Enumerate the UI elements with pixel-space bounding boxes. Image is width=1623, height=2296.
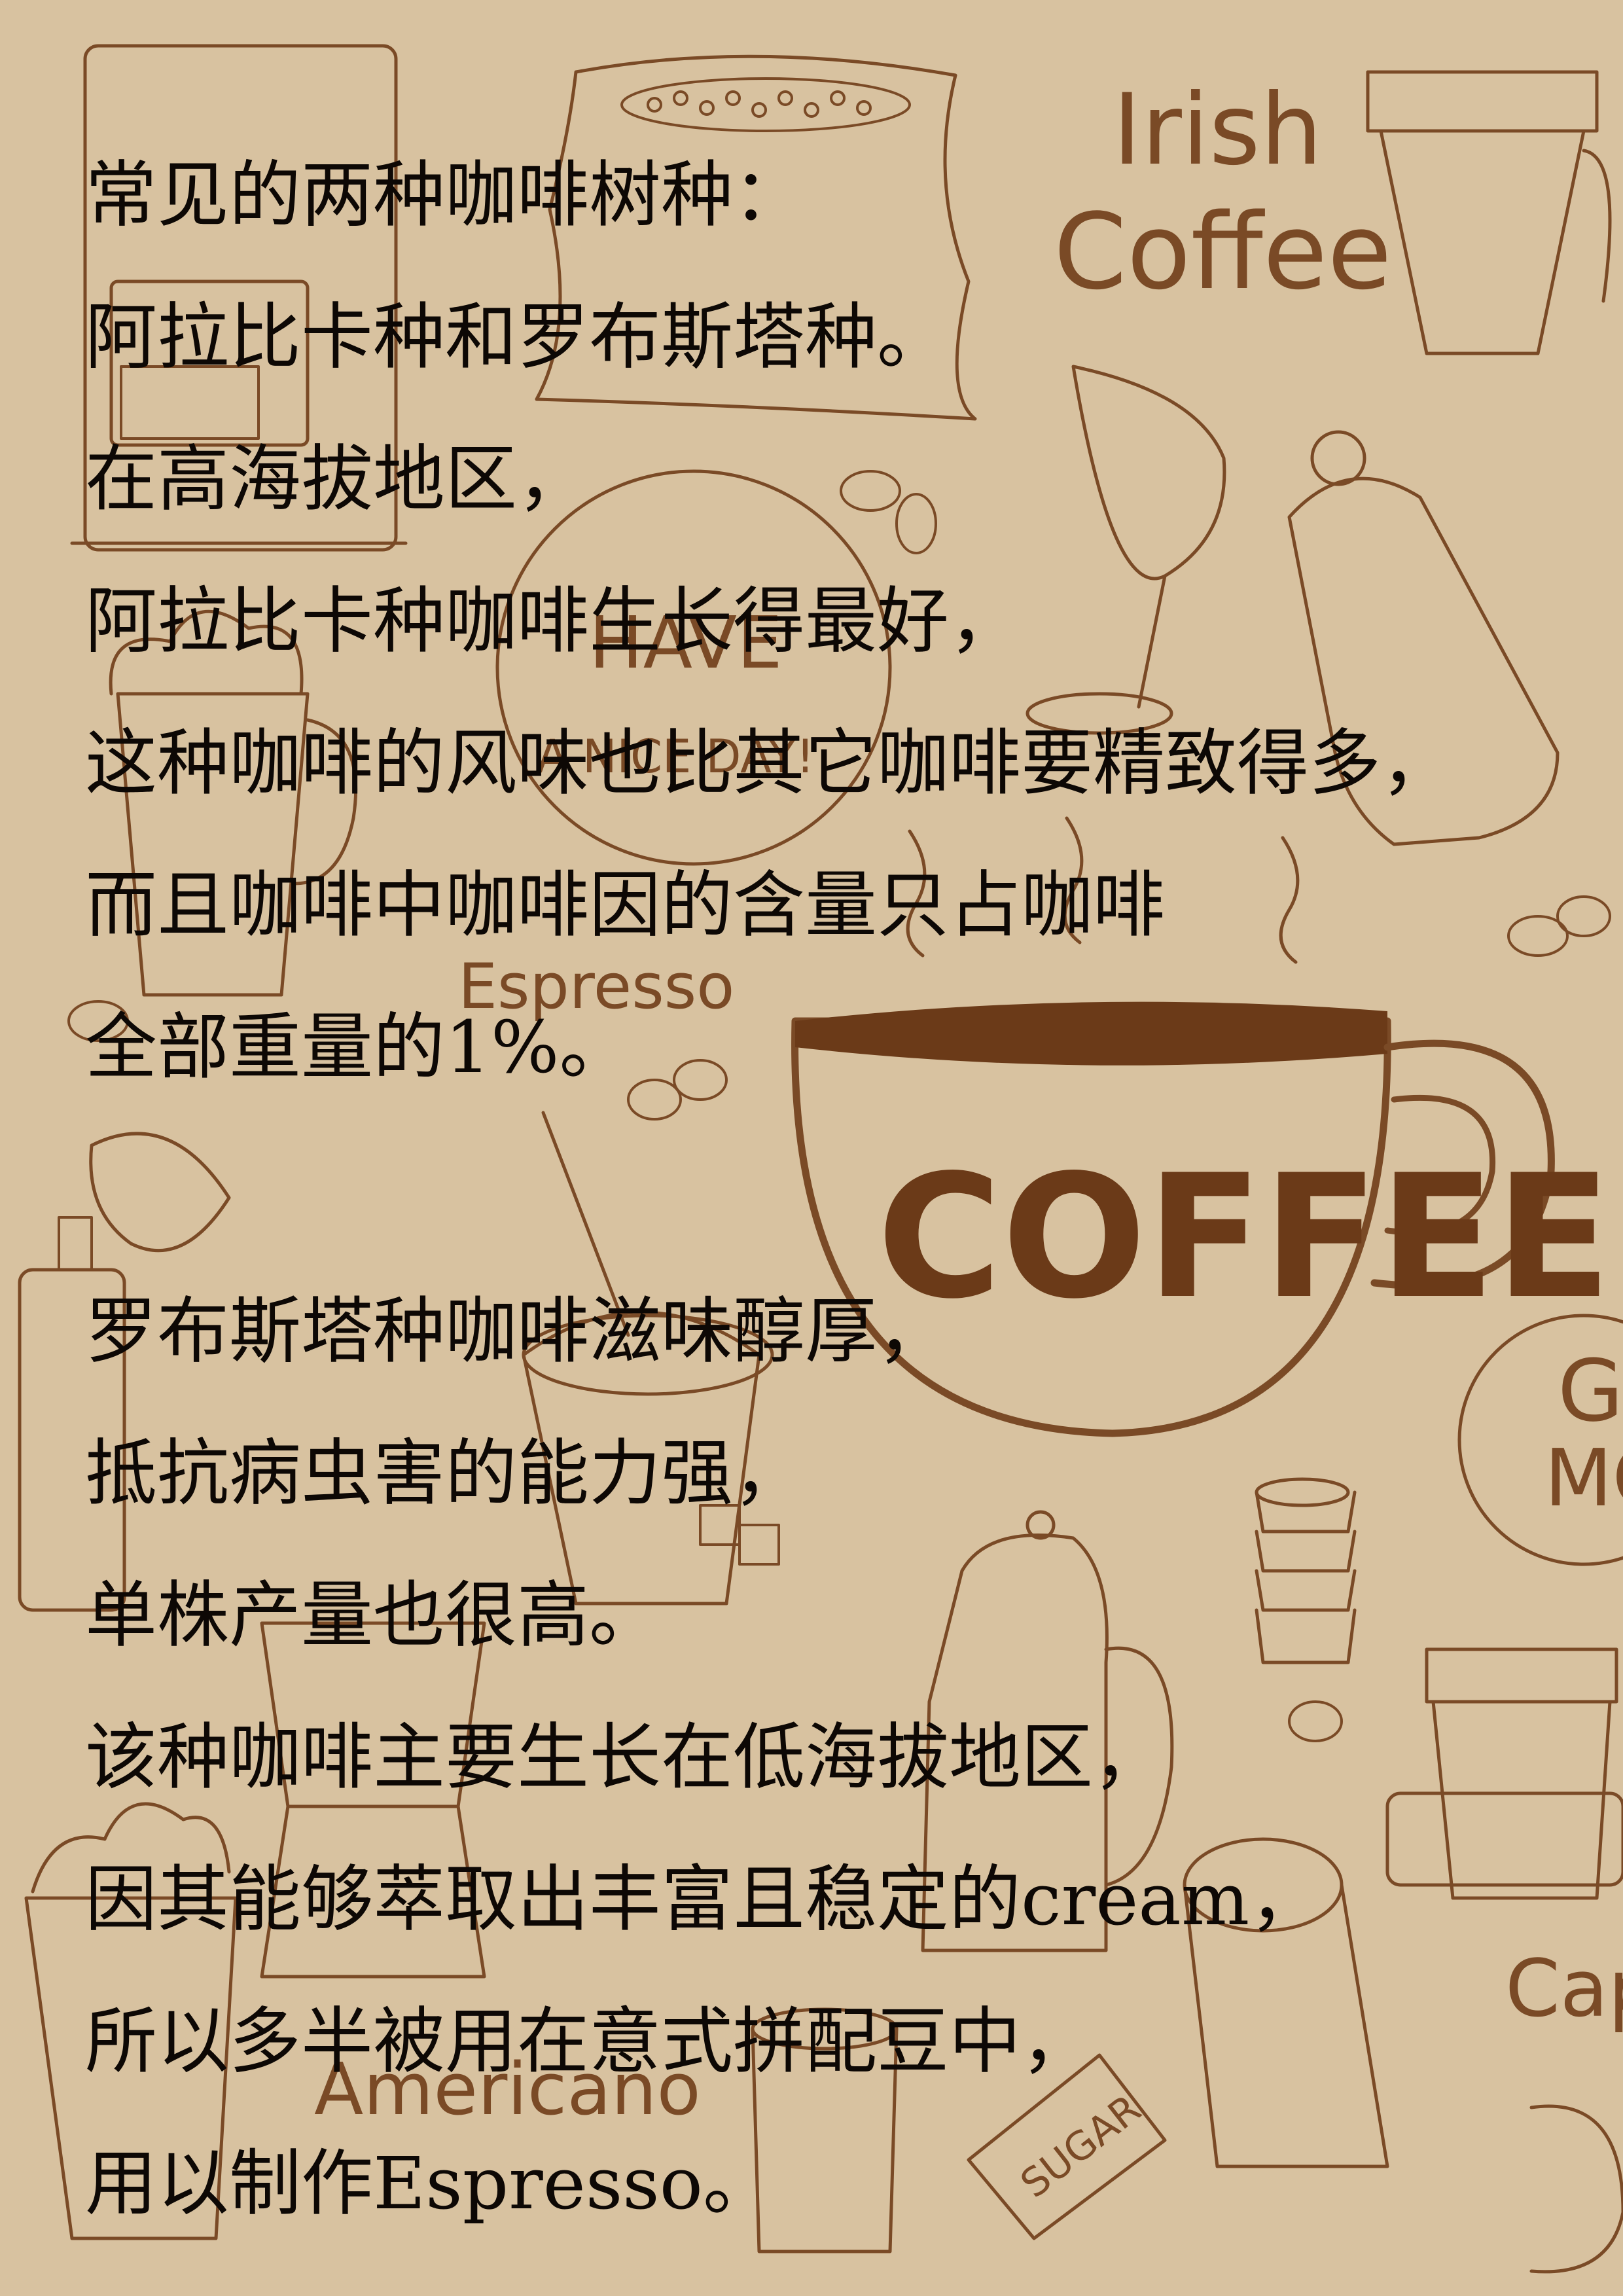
paragraph-spacer — [85, 1119, 1603, 1261]
mug-icon — [751, 2007, 899, 2253]
coffee-machine-icon — [70, 44, 408, 552]
text-line: 所以多半被用在意式拼配豆中， — [85, 2000, 1093, 2083]
text-line: 阿拉比卡种和罗布斯塔种。 — [85, 295, 949, 379]
text-line: 而且咖啡中咖啡因的含量只占咖啡 — [85, 863, 1165, 947]
text-line: 罗布斯塔种咖啡滋味醇厚， — [85, 1289, 949, 1373]
wine-glass-icon — [1026, 365, 1226, 735]
stacked-cups-icon — [1255, 1477, 1357, 1664]
big-coffee-cup-icon: COFFEE — [791, 1001, 1611, 1437]
frappe-cup-icon — [24, 1802, 238, 2240]
coffee-beans-icon — [67, 470, 1611, 1742]
have-label: HAVE — [589, 601, 783, 685]
kettle-icon — [921, 1510, 1174, 1952]
takeaway-cups-right-icon — [1385, 1647, 1623, 1900]
can-icon — [1183, 1837, 1389, 2168]
text-line: 阿拉比卡种咖啡生长得最好， — [85, 579, 1021, 663]
text-line: 用以制作Espresso。 — [85, 2142, 775, 2225]
americano-label: Americano — [314, 2047, 701, 2131]
text-line: 因其能够萃取出丰富且稳定的cream， — [85, 1857, 1322, 1941]
latte-glass-icon — [109, 609, 358, 997]
jar-icon — [1287, 430, 1560, 846]
text-line: 单株产量也很高。 — [85, 1573, 661, 1657]
espresso-label: Espresso — [458, 951, 734, 1023]
cappuccino-label: Cap — [1505, 1944, 1623, 2035]
text-line: 全部重量的1%。 — [85, 1005, 632, 1089]
coffee-cup-label: COFFEE — [877, 1139, 1611, 1336]
iced-drink-icon — [522, 1111, 780, 1605]
takeaway-cup-icon — [1366, 70, 1612, 355]
bottle-icon — [18, 1216, 126, 1612]
good-morning-circle-icon: G MO — [1457, 1314, 1623, 1566]
document-text-body: 常见的两种咖啡树种： 阿拉比卡种和罗布斯塔种。 在高海拔地区， 阿拉比卡种咖啡生… — [85, 124, 1603, 2255]
text-line: 这种咖啡的风味也比其它咖啡要精致得多， — [85, 721, 1453, 805]
text-line: 该种咖啡主要生长在低海拔地区， — [85, 1715, 1165, 1799]
text-line: 抵抗病虫害的能力强， — [85, 1431, 805, 1515]
good-morning-label-2: MO — [1544, 1433, 1623, 1524]
moka-pot-icon — [260, 1621, 486, 1979]
irish-label: Irish — [1113, 73, 1323, 187]
capsule-icon — [89, 1132, 231, 1253]
speech-bubble-icon: HAVE A NICE DAY! — [495, 469, 892, 866]
coffee-script-label: Coffee — [1054, 190, 1392, 313]
bean-bag-icon — [535, 54, 977, 421]
text-line: 常见的两种咖啡树种： — [85, 153, 805, 237]
nice-day-label: A NICE DAY! — [537, 730, 814, 783]
good-morning-label-1: G — [1558, 1341, 1623, 1441]
text-line: 在高海拔地区， — [85, 437, 589, 521]
